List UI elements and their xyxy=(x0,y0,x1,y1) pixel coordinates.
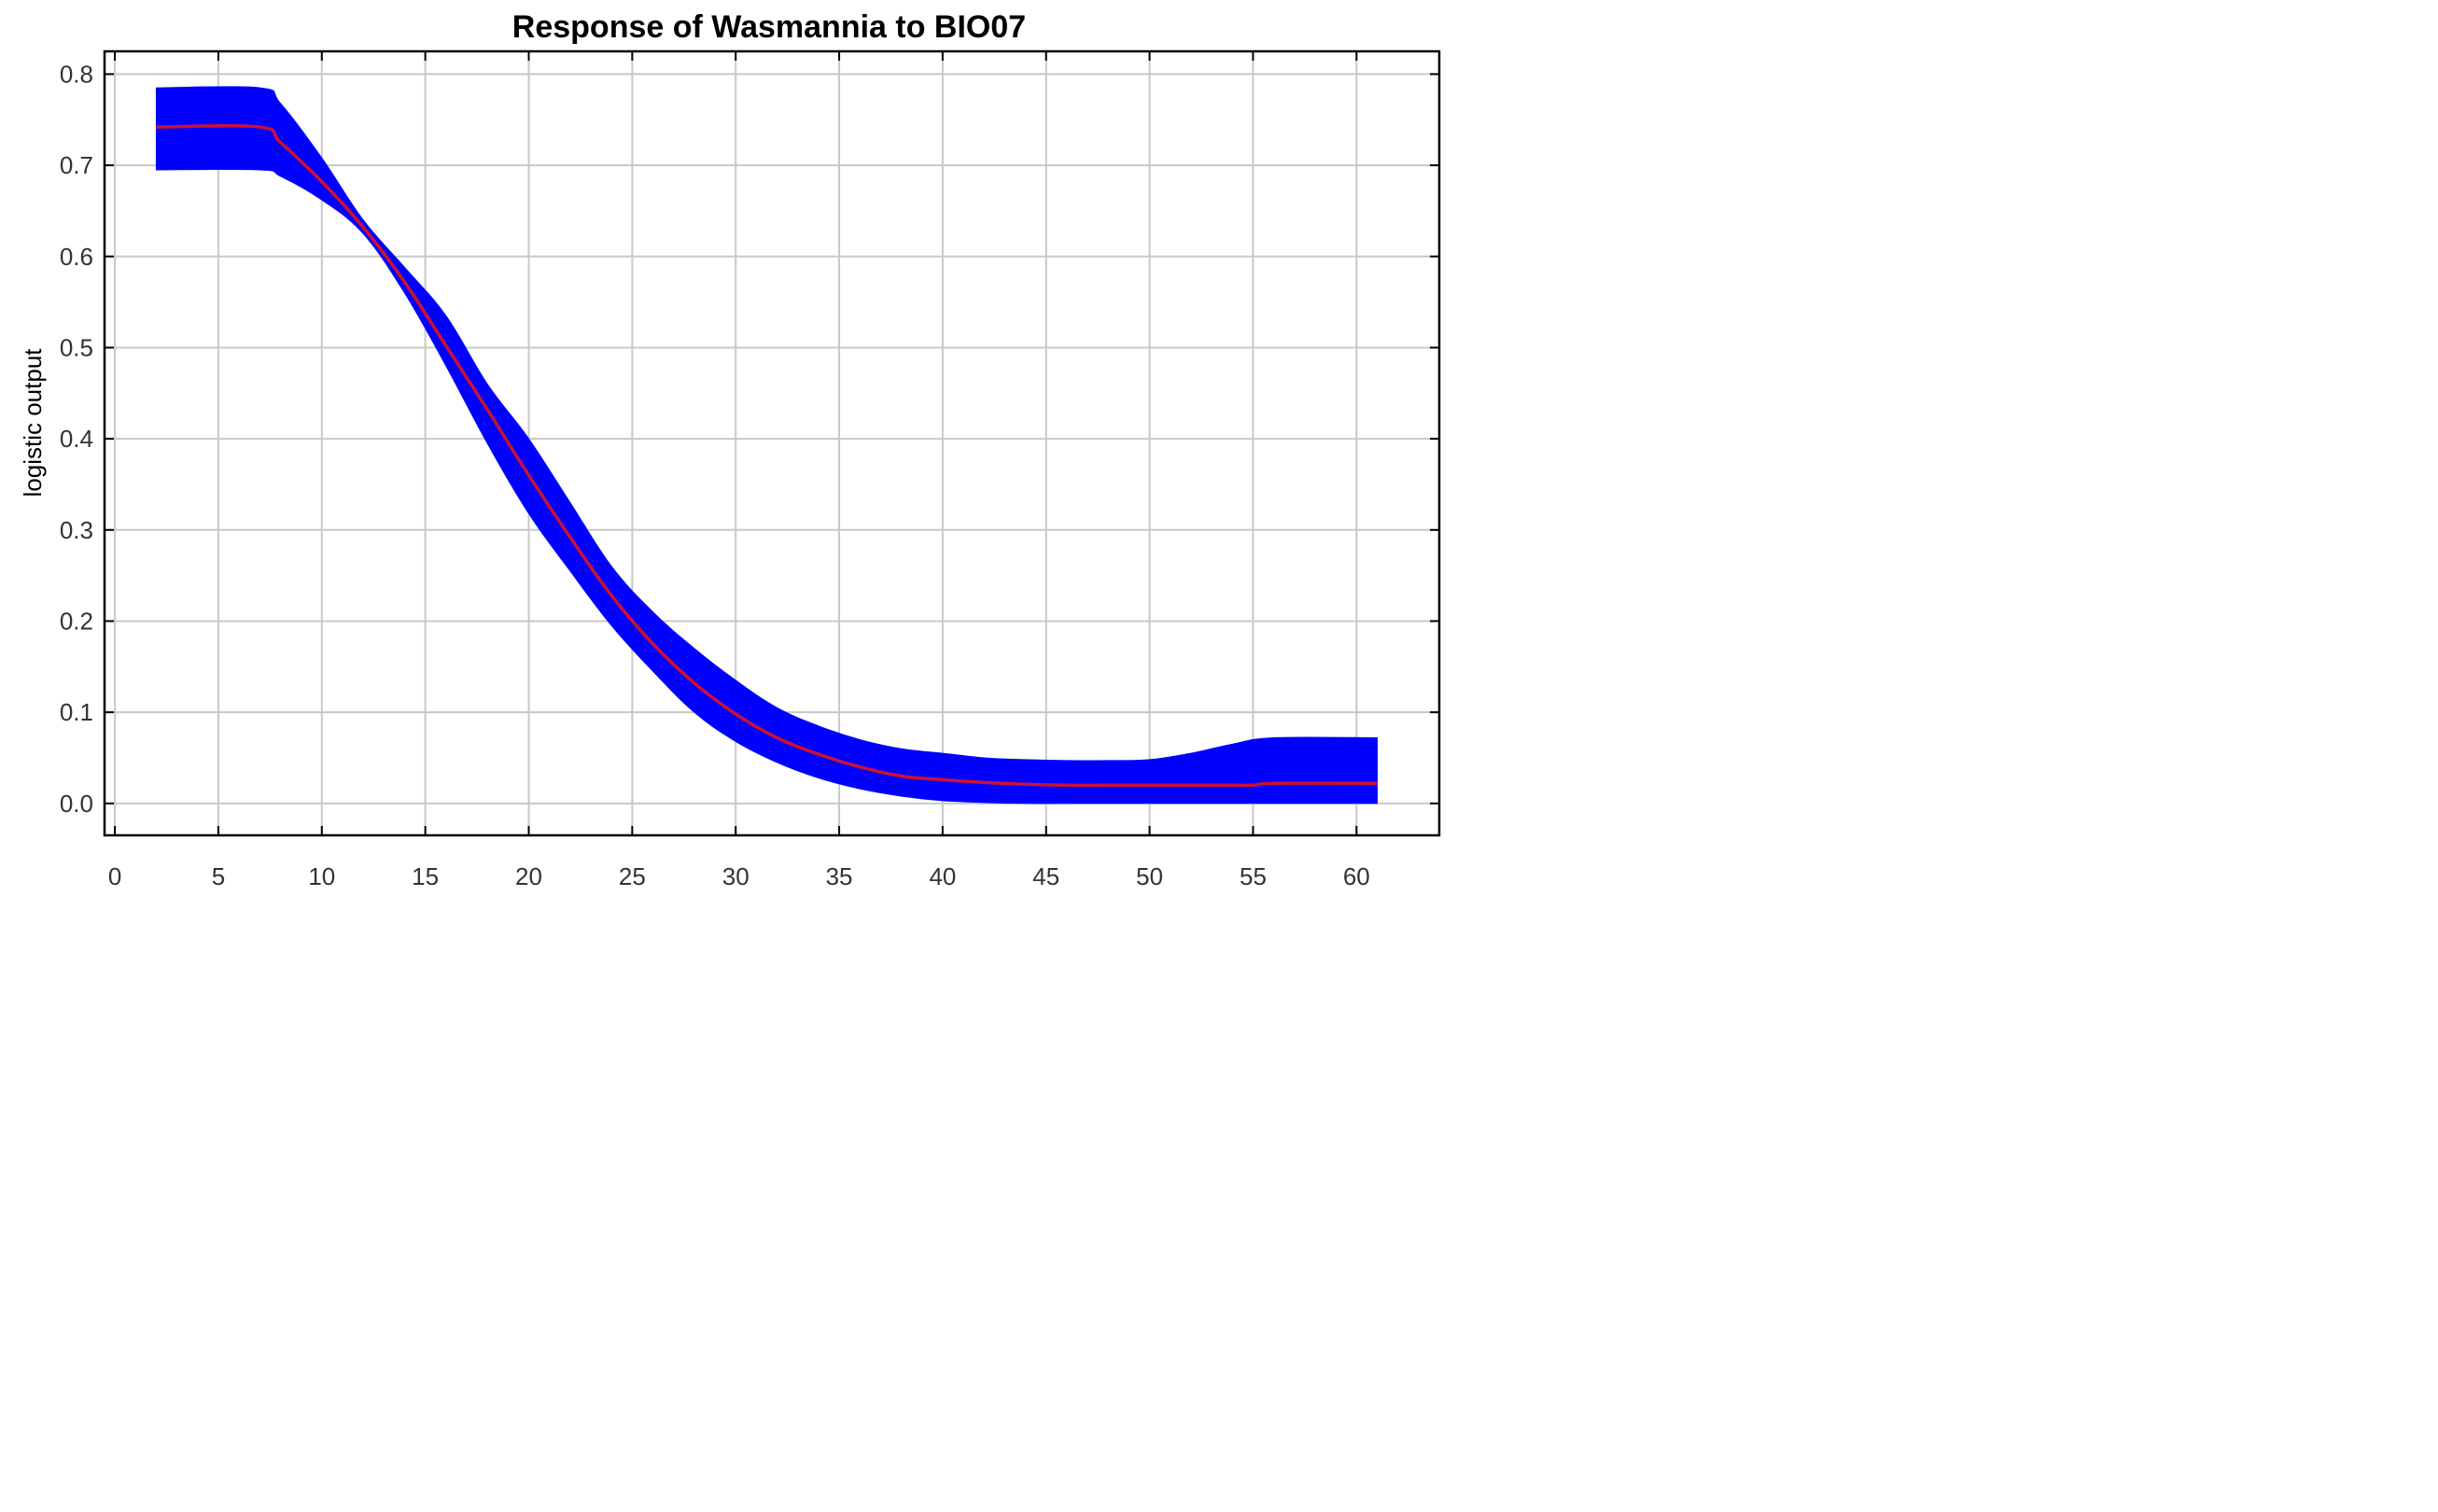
x-tick-label: 25 xyxy=(619,862,646,890)
x-tick-label: 20 xyxy=(515,862,542,890)
x-tick-label: 10 xyxy=(308,862,335,890)
plot-frame xyxy=(103,49,1441,837)
chart-title: Response of Wasmannia to BIO07 xyxy=(512,9,1026,45)
axis-ticks: 0 5 10 15 20 25 30 35 40 45 50 55 60 0.0 0.1 0.2 0.3 0.4 0… xyxy=(60,51,1439,890)
x-tick-label: 40 xyxy=(929,862,956,890)
y-tick-label: 0.7 xyxy=(60,151,93,179)
y-tick-label: 0.3 xyxy=(60,516,93,544)
x-tick-label: 5 xyxy=(212,862,225,890)
confidence-band xyxy=(155,86,1378,805)
y-tick-label: 0.6 xyxy=(60,243,93,271)
mean-response-line-group xyxy=(156,123,1378,788)
x-tick-label: 45 xyxy=(1032,862,1059,890)
x-tick-label: 35 xyxy=(826,862,853,890)
y-tick-label: 0.5 xyxy=(60,333,93,361)
y-axis-label: logistic output xyxy=(19,348,47,497)
y-tick-label: 0.1 xyxy=(60,698,93,726)
x-tick-label: 55 xyxy=(1240,862,1267,890)
y-tick-label: 0.0 xyxy=(60,790,93,818)
y-tick-label: 0.4 xyxy=(60,425,93,453)
chart: Response of Wasmannia to BIO07 logistic … xyxy=(19,9,1441,890)
x-tick-label: 15 xyxy=(412,862,439,890)
y-tick-label: 0.8 xyxy=(60,60,93,88)
mean-response-line xyxy=(156,123,1378,788)
plot-border xyxy=(103,49,1441,837)
confidence-band-area xyxy=(155,86,1378,805)
x-tick-label: 60 xyxy=(1343,862,1370,890)
x-tick-label: 0 xyxy=(108,862,121,890)
x-tick-label: 50 xyxy=(1136,862,1163,890)
y-tick-label: 0.2 xyxy=(60,607,93,635)
x-tick-label: 30 xyxy=(722,862,750,890)
